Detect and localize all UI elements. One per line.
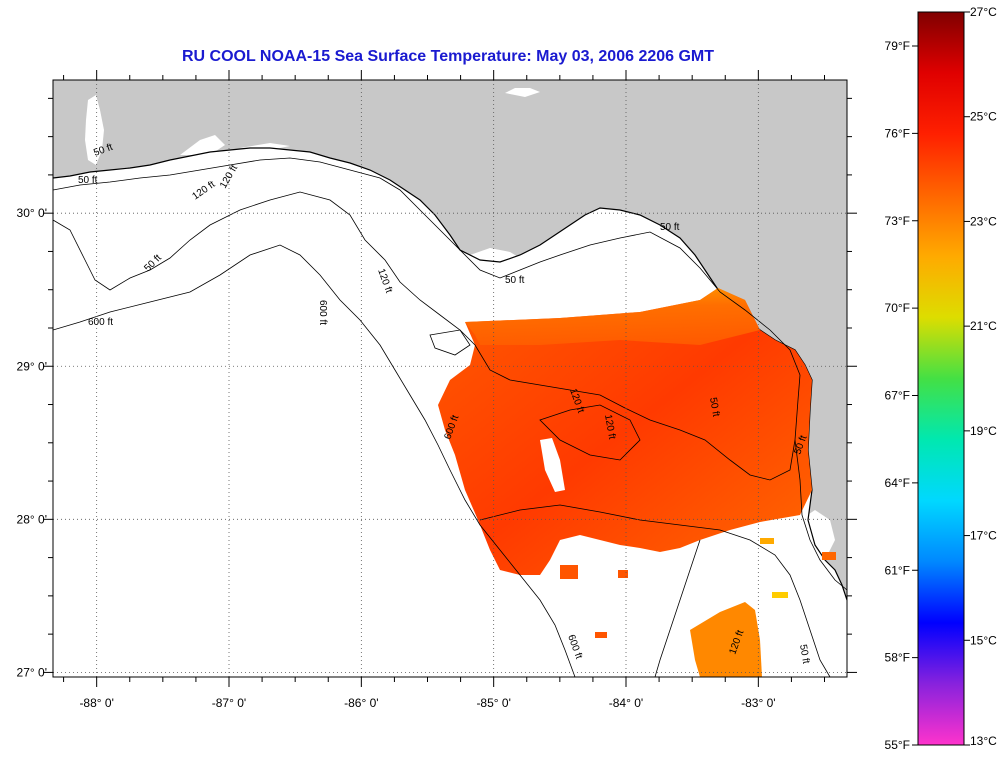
lat-tick-label: 28° 0' <box>17 512 47 526</box>
colorbar-celsius-label: 15°C <box>970 633 997 647</box>
lat-tick-label: 30° 0' <box>17 206 47 220</box>
sst-swath-warm-top <box>465 288 760 345</box>
contour-label: 50 ft <box>660 222 680 233</box>
colorbar <box>917 11 965 746</box>
land-mass <box>53 80 847 600</box>
colorbar-fahrenheit-label: 67°F <box>885 389 910 403</box>
axes: -88° 0' -87° 0' -86° 0' -85° 0' -84° 0' -83° … <box>17 70 857 710</box>
sst-patch-south <box>690 602 762 677</box>
lon-tick-label: -84° 0' <box>609 696 643 710</box>
sst-cloud-gap <box>540 438 565 492</box>
contour-label: 600 ft <box>88 317 113 328</box>
lon-tick-label: -88° 0' <box>79 696 113 710</box>
colorbar-fahrenheit-label: 76°F <box>885 126 910 140</box>
map-grid <box>53 80 847 677</box>
map-title: RU COOL NOAA-15 Sea Surface Temperature:… <box>182 48 714 65</box>
sst-pixel-5 <box>772 592 788 598</box>
contour-label: 120 ft <box>602 414 617 441</box>
lat-tick-label: 27° 0' <box>17 665 47 679</box>
contour-label: 50 ft <box>78 175 98 186</box>
colorbar-fahrenheit-label: 61°F <box>885 563 910 577</box>
colorbar-fahrenheit-label: 55°F <box>885 738 910 752</box>
colorbar-fahrenheit-label: 58°F <box>885 651 910 665</box>
contour-label: 50 ft <box>505 275 525 286</box>
colorbar-fahrenheit-label: 73°F <box>885 214 910 228</box>
sst-pixel-4 <box>822 552 836 560</box>
contour-label: 50 ft <box>797 644 811 665</box>
colorbar-celsius-label: 23°C <box>970 214 997 228</box>
mobile-bay <box>85 95 104 165</box>
lon-tick-label: -85° 0' <box>476 696 510 710</box>
sst-pixel-1 <box>560 565 578 579</box>
colorbar-fahrenheit-label: 70°F <box>885 301 910 315</box>
plot-frame <box>52 79 848 678</box>
lon-tick-label: -87° 0' <box>212 696 246 710</box>
colorbar-fahrenheit-label: 64°F <box>885 476 910 490</box>
colorbar-fahrenheit-label: 79°F <box>885 39 910 53</box>
colorbar-celsius-label: 27°C <box>970 5 997 19</box>
colorbar-celsius-label: 21°C <box>970 319 997 333</box>
contour-label: 50 ft <box>707 397 721 418</box>
colorbar-celsius-label: 17°C <box>970 529 997 543</box>
colorbar-celsius-label: 13°C <box>970 734 997 748</box>
colorbar-celsius-label: 25°C <box>970 110 997 124</box>
lon-tick-label: -86° 0' <box>344 696 378 710</box>
sst-pixel-2 <box>618 570 628 578</box>
sst-pixel-6 <box>595 632 607 638</box>
contour-label: 600 ft <box>317 300 328 325</box>
lat-tick-label: 29° 0' <box>17 359 47 373</box>
sst-swath-main <box>438 288 812 575</box>
colorbar-labels: 79°F 76°F 73°F 70°F 67°F 64°F 61°F 58°F 55°F 27°C… <box>885 5 998 752</box>
sst-pixel-3 <box>760 538 774 544</box>
coastline <box>53 147 847 601</box>
lon-tick-label: -83° 0' <box>741 696 775 710</box>
inland-lake <box>505 88 540 97</box>
colorbar-celsius-label: 19°C <box>970 424 997 438</box>
pensacola-bay <box>180 135 225 155</box>
bathymetry-contours <box>53 157 847 677</box>
